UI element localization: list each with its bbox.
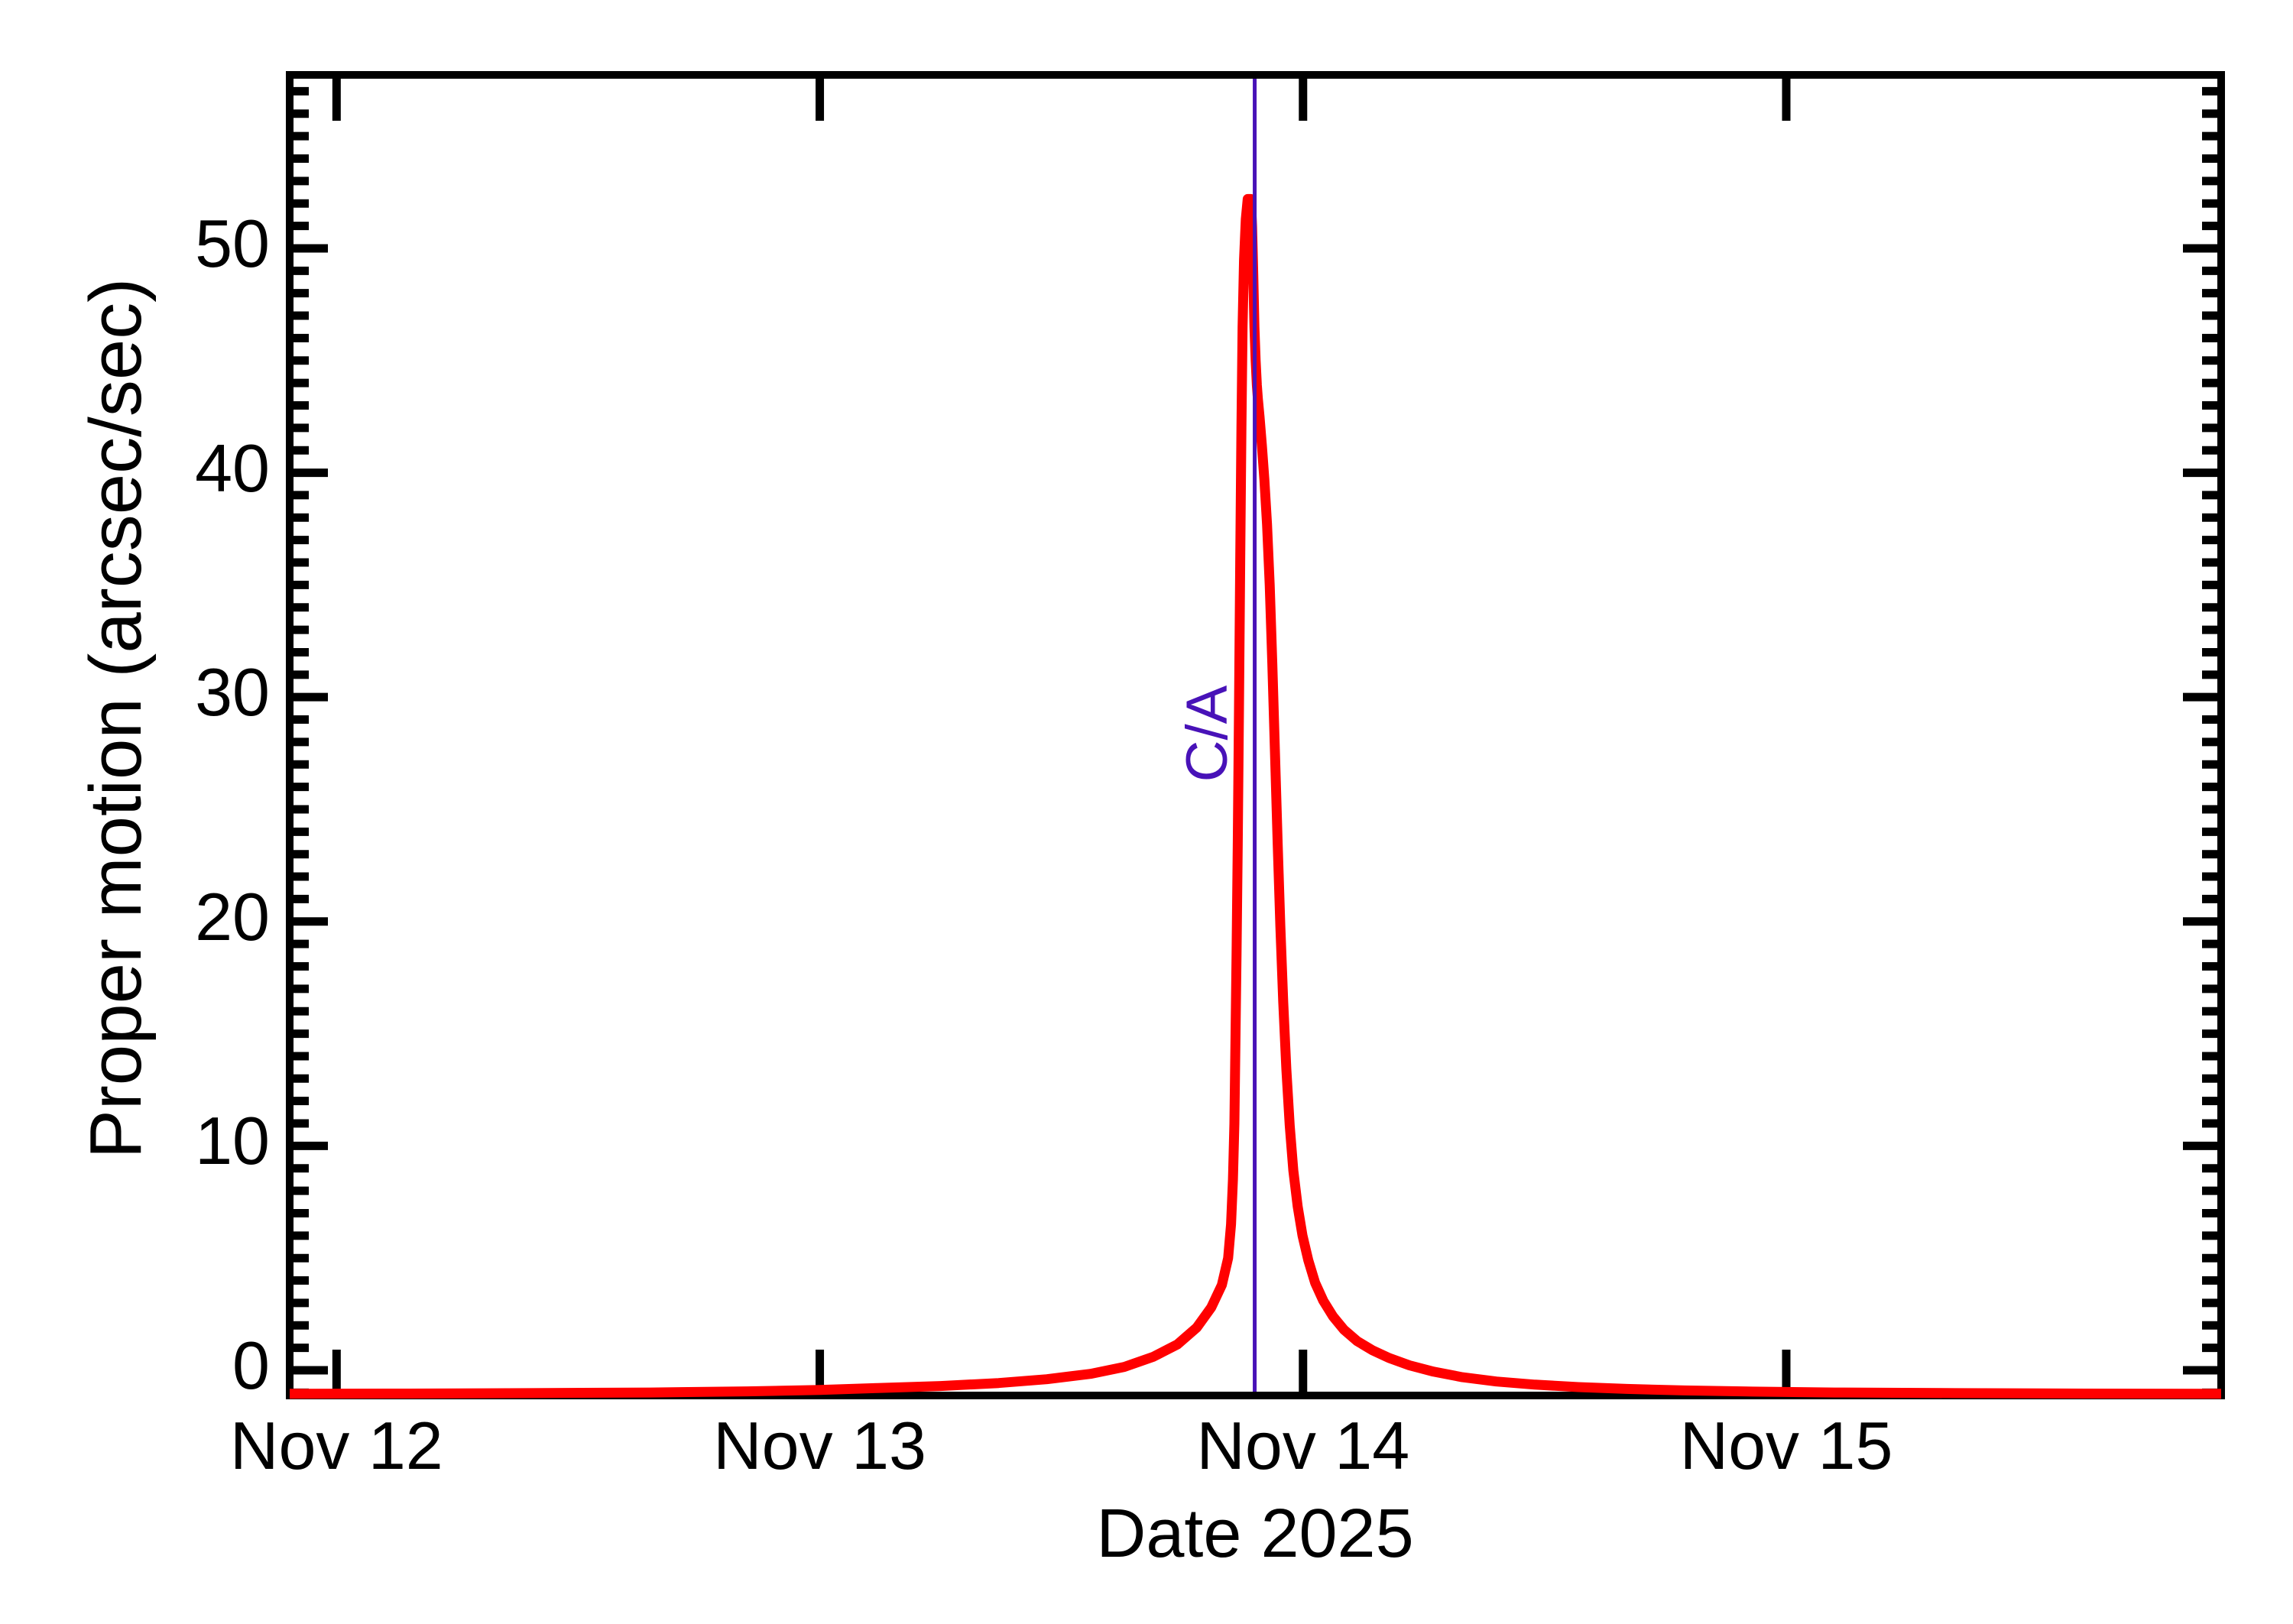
x-tick-label: Nov 13 xyxy=(713,1408,926,1483)
y-tick-label: 0 xyxy=(232,1327,270,1403)
x-axis-title: Date 2025 xyxy=(1096,1496,1414,1572)
closest-approach-label: C/A xyxy=(1175,685,1240,783)
x-tick-label: Nov 14 xyxy=(1196,1408,1410,1483)
y-tick-label: 40 xyxy=(195,430,270,506)
x-tick-label: Nov 15 xyxy=(1679,1408,1893,1483)
x-tick-label: Nov 12 xyxy=(229,1408,443,1483)
y-tick-label: 50 xyxy=(195,205,270,281)
plot-box xyxy=(286,71,2225,1399)
y-tick-label: 30 xyxy=(195,654,270,731)
y-tick-label: 20 xyxy=(195,878,270,955)
curve-proper-motion xyxy=(289,193,2222,1399)
y-tick-label: 10 xyxy=(195,1103,270,1179)
